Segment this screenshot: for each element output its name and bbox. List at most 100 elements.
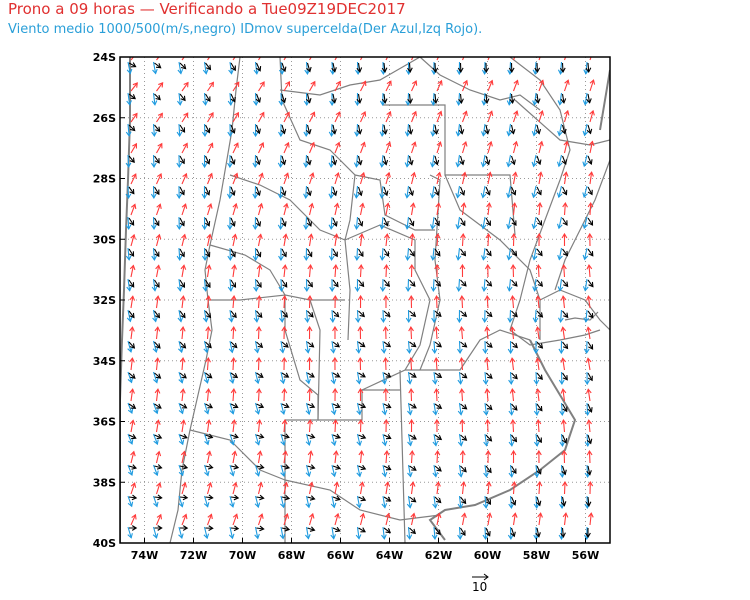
mean-wind-vector [331,93,337,104]
mean-wind-vector [179,248,185,258]
mean-wind-vector [230,403,239,409]
right-mover-vector [126,309,133,323]
mean-wind-vector [179,433,188,440]
right-mover-vector [354,123,360,138]
mean-wind-vector [331,62,337,73]
left-mover-vector [281,419,288,433]
left-mover-vector [484,418,491,433]
right-mover-vector [254,402,261,415]
left-mover-vector [307,450,314,464]
left-mover-vector [562,512,569,526]
mean-wind-vector [383,527,392,534]
mean-wind-vector [561,155,568,166]
left-mover-vector [509,295,516,309]
right-mover-vector [381,433,388,447]
mean-wind-vector [281,433,290,439]
left-mover-vector [459,449,466,464]
right-mover-vector [483,464,489,478]
right-mover-vector [584,371,591,386]
right-mover-vector [125,123,132,137]
mean-wind-vector [281,464,291,470]
right-mover-vector [330,526,337,540]
right-mover-vector [278,123,284,138]
right-mover-vector [559,433,566,447]
mean-wind-vector [408,186,414,197]
atlantic-coast [428,339,577,541]
right-mover-vector [152,371,159,384]
right-mover-vector [431,340,438,354]
left-mover-vector [129,264,136,278]
right-mover-vector [456,309,463,324]
mean-wind-vector [358,496,367,502]
right-mover-vector [202,61,209,75]
right-mover-vector [328,154,335,168]
mean-wind-vector [154,494,163,501]
left-mover-vector [256,419,263,433]
mean-wind-vector [358,279,365,288]
left-mover-vector [487,57,490,61]
right-mover-vector [227,92,234,106]
mean-wind-vector [409,465,417,471]
mean-wind-vector [179,372,187,379]
mean-wind-vector [307,402,316,409]
mean-wind-vector [485,496,491,506]
left-mover-vector [460,481,467,495]
mean-wind-vector [585,62,592,74]
right-mover-vector [432,433,439,447]
mean-wind-vector [154,248,160,258]
left-mover-vector [385,110,392,123]
left-mover-vector [512,171,518,185]
lat-tick-label: 26S [93,112,116,125]
mean-wind-vector [179,155,185,165]
right-mover-vector [203,464,210,477]
left-mover-vector [130,82,138,92]
lat-tick-label: 24S [93,51,116,64]
right-mover-vector [304,340,311,354]
right-mover-vector [127,495,134,508]
right-mover-vector [329,278,335,293]
right-mover-vector [254,433,261,446]
mean-wind-vector [383,341,392,348]
mean-wind-vector [256,372,264,378]
mean-wind-vector [307,526,316,532]
left-mover-vector [230,295,237,309]
mean-wind-vector [256,494,265,501]
right-mover-vector [203,433,210,446]
left-mover-vector [589,57,592,61]
mean-wind-vector [509,124,516,135]
right-mover-vector [279,526,286,540]
lon-tick-label: 66W [327,549,354,562]
mean-wind-vector [383,372,392,378]
right-mover-vector [277,154,284,169]
left-mover-vector [512,110,519,123]
border-cordoba [344,224,431,391]
left-mover-vector [485,232,492,247]
right-mover-vector [305,402,312,416]
mean-wind-vector [128,155,135,164]
left-mover-vector [181,203,188,216]
mean-wind-vector [230,217,236,227]
right-mover-vector [252,247,259,262]
mean-wind-vector [434,279,442,287]
mean-wind-vector [383,434,392,440]
mean-wind-vector [383,217,389,227]
right-mover-vector [152,309,158,323]
left-mover-vector [433,387,440,402]
left-mover-vector [206,203,213,216]
left-mover-vector [535,418,542,433]
left-mover-vector [512,79,519,92]
right-mover-vector [303,278,310,293]
left-mover-vector [156,112,163,123]
left-mover-vector [206,450,212,464]
right-mover-vector [126,278,133,292]
left-mover-vector [410,141,417,154]
right-mover-vector [229,464,235,477]
mean-wind-vector [536,341,544,349]
mean-wind-vector [281,525,291,532]
left-mover-vector [232,202,238,216]
mean-wind-vector [356,155,363,166]
mean-wind-vector [536,186,542,196]
river-plate [509,329,601,346]
left-mover-vector [181,81,189,92]
left-mover-vector [486,202,492,216]
